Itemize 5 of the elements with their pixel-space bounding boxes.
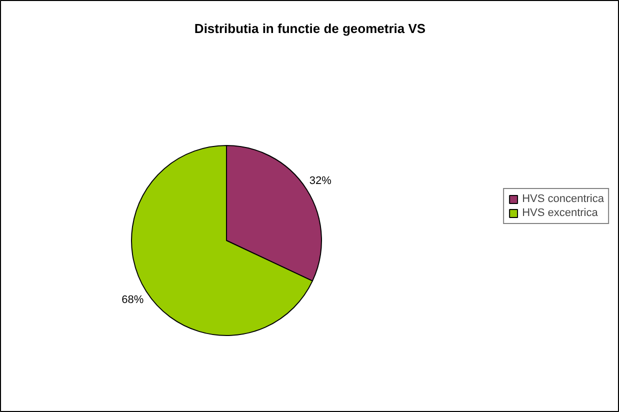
legend-label: HVS excentrica: [522, 207, 598, 219]
data-label: 68%: [122, 294, 144, 306]
chart-title: Distributia in functie de geometria VS: [194, 21, 426, 36]
data-label: 32%: [309, 174, 332, 187]
legend-label: HVS concentrica: [522, 193, 604, 205]
